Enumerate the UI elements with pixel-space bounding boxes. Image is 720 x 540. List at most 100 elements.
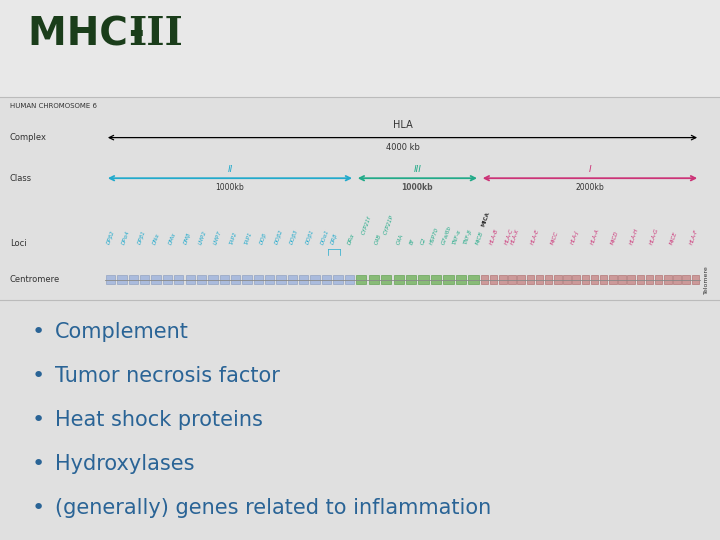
Text: •: • xyxy=(32,454,45,474)
Text: Heat shock proteins: Heat shock proteins xyxy=(55,410,263,430)
Bar xyxy=(129,275,138,284)
Bar xyxy=(655,275,662,284)
Bar xyxy=(418,275,428,284)
Text: DOα1: DOα1 xyxy=(320,228,330,245)
Text: •: • xyxy=(32,366,45,386)
Text: III: III xyxy=(413,165,421,174)
Text: •: • xyxy=(32,322,45,342)
Bar xyxy=(554,275,562,284)
Bar xyxy=(646,275,653,284)
Bar xyxy=(231,275,240,284)
Text: DPβ2: DPβ2 xyxy=(106,230,116,245)
Bar xyxy=(299,275,308,284)
Text: TNF-β: TNF-β xyxy=(464,228,474,245)
Bar xyxy=(243,275,252,284)
Bar xyxy=(174,275,184,284)
Bar xyxy=(0,0,720,97)
Text: DOβ1: DOβ1 xyxy=(305,229,315,245)
Text: Hydroxylases: Hydroxylases xyxy=(55,454,194,474)
Bar xyxy=(444,275,454,284)
Bar xyxy=(356,275,366,284)
Bar xyxy=(572,275,580,284)
Text: Class: Class xyxy=(10,174,32,183)
Text: TAP2: TAP2 xyxy=(229,231,238,245)
Text: MICB: MICB xyxy=(475,230,485,245)
Text: Complement: Complement xyxy=(55,322,189,342)
Text: LMP2: LMP2 xyxy=(198,230,207,245)
Text: TNF-α: TNF-α xyxy=(452,228,462,245)
Bar xyxy=(333,275,343,284)
Text: 1000kb: 1000kb xyxy=(402,183,433,192)
Text: II: II xyxy=(228,165,233,174)
Text: HUMAN CHROMOSOME 6: HUMAN CHROMOSOME 6 xyxy=(10,103,97,109)
Text: •: • xyxy=(32,498,45,518)
Text: DRα: DRα xyxy=(348,232,356,245)
Text: Loci: Loci xyxy=(10,239,27,248)
Text: HLA: HLA xyxy=(392,119,413,130)
Bar xyxy=(151,275,161,284)
Bar xyxy=(618,275,626,284)
Text: HSP70: HSP70 xyxy=(429,227,440,245)
Bar xyxy=(692,275,699,284)
Bar xyxy=(508,275,516,284)
Bar xyxy=(106,275,115,284)
Text: C4A: C4A xyxy=(397,233,405,245)
Text: HLA-A: HLA-A xyxy=(590,228,600,245)
Text: Bf: Bf xyxy=(409,238,415,245)
Bar xyxy=(545,275,552,284)
Bar xyxy=(117,275,127,284)
Bar xyxy=(481,275,488,284)
Text: III: III xyxy=(128,15,183,53)
Bar xyxy=(563,275,571,284)
Bar xyxy=(288,275,297,284)
Bar xyxy=(186,275,195,284)
Text: DMα: DMα xyxy=(168,232,176,245)
Text: •: • xyxy=(32,410,45,430)
Bar xyxy=(683,275,690,284)
Bar xyxy=(536,275,543,284)
Text: DMβ: DMβ xyxy=(183,232,192,245)
Bar xyxy=(590,275,598,284)
Text: HLA-X: HLA-X xyxy=(510,228,521,245)
Text: DPβ1: DPβ1 xyxy=(137,230,146,245)
Text: Complex: Complex xyxy=(10,133,47,142)
Text: MHC-: MHC- xyxy=(28,15,158,53)
Text: MICE: MICE xyxy=(670,231,679,245)
Bar xyxy=(664,275,672,284)
Text: Tumor necrosis factor: Tumor necrosis factor xyxy=(55,366,280,386)
Text: I: I xyxy=(589,165,591,174)
Bar xyxy=(310,275,320,284)
Text: MICA: MICA xyxy=(481,211,491,227)
Text: DRβ: DRβ xyxy=(330,233,338,245)
Text: DOβ: DOβ xyxy=(259,232,269,245)
Bar xyxy=(208,275,217,284)
Bar xyxy=(253,275,263,284)
Text: HLA-F: HLA-F xyxy=(689,228,699,245)
Bar xyxy=(381,275,391,284)
Text: 1000kb: 1000kb xyxy=(215,183,244,192)
Bar xyxy=(636,275,644,284)
Bar xyxy=(322,275,331,284)
Text: HLA-C: HLA-C xyxy=(505,227,515,245)
Text: 4000 kb: 4000 kb xyxy=(386,143,420,152)
Text: HLA-J: HLA-J xyxy=(570,230,580,245)
Text: DPα4: DPα4 xyxy=(122,230,131,245)
Bar xyxy=(469,275,479,284)
Text: 2000kb: 2000kb xyxy=(575,183,604,192)
Bar xyxy=(600,275,608,284)
Text: Centromere: Centromere xyxy=(10,275,60,284)
Text: MICC: MICC xyxy=(551,230,560,245)
Text: DOβ2: DOβ2 xyxy=(274,229,284,245)
Bar xyxy=(220,275,229,284)
Bar xyxy=(369,275,379,284)
Bar xyxy=(431,275,441,284)
Text: DOβ3: DOβ3 xyxy=(289,229,300,245)
Bar xyxy=(140,275,150,284)
Text: DNα: DNα xyxy=(153,232,161,245)
Text: HLA-G: HLA-G xyxy=(649,227,660,245)
Text: TAP1: TAP1 xyxy=(244,231,253,245)
Bar xyxy=(673,275,681,284)
Bar xyxy=(518,275,525,284)
Bar xyxy=(490,275,498,284)
Text: CYP21f: CYP21f xyxy=(361,215,372,235)
